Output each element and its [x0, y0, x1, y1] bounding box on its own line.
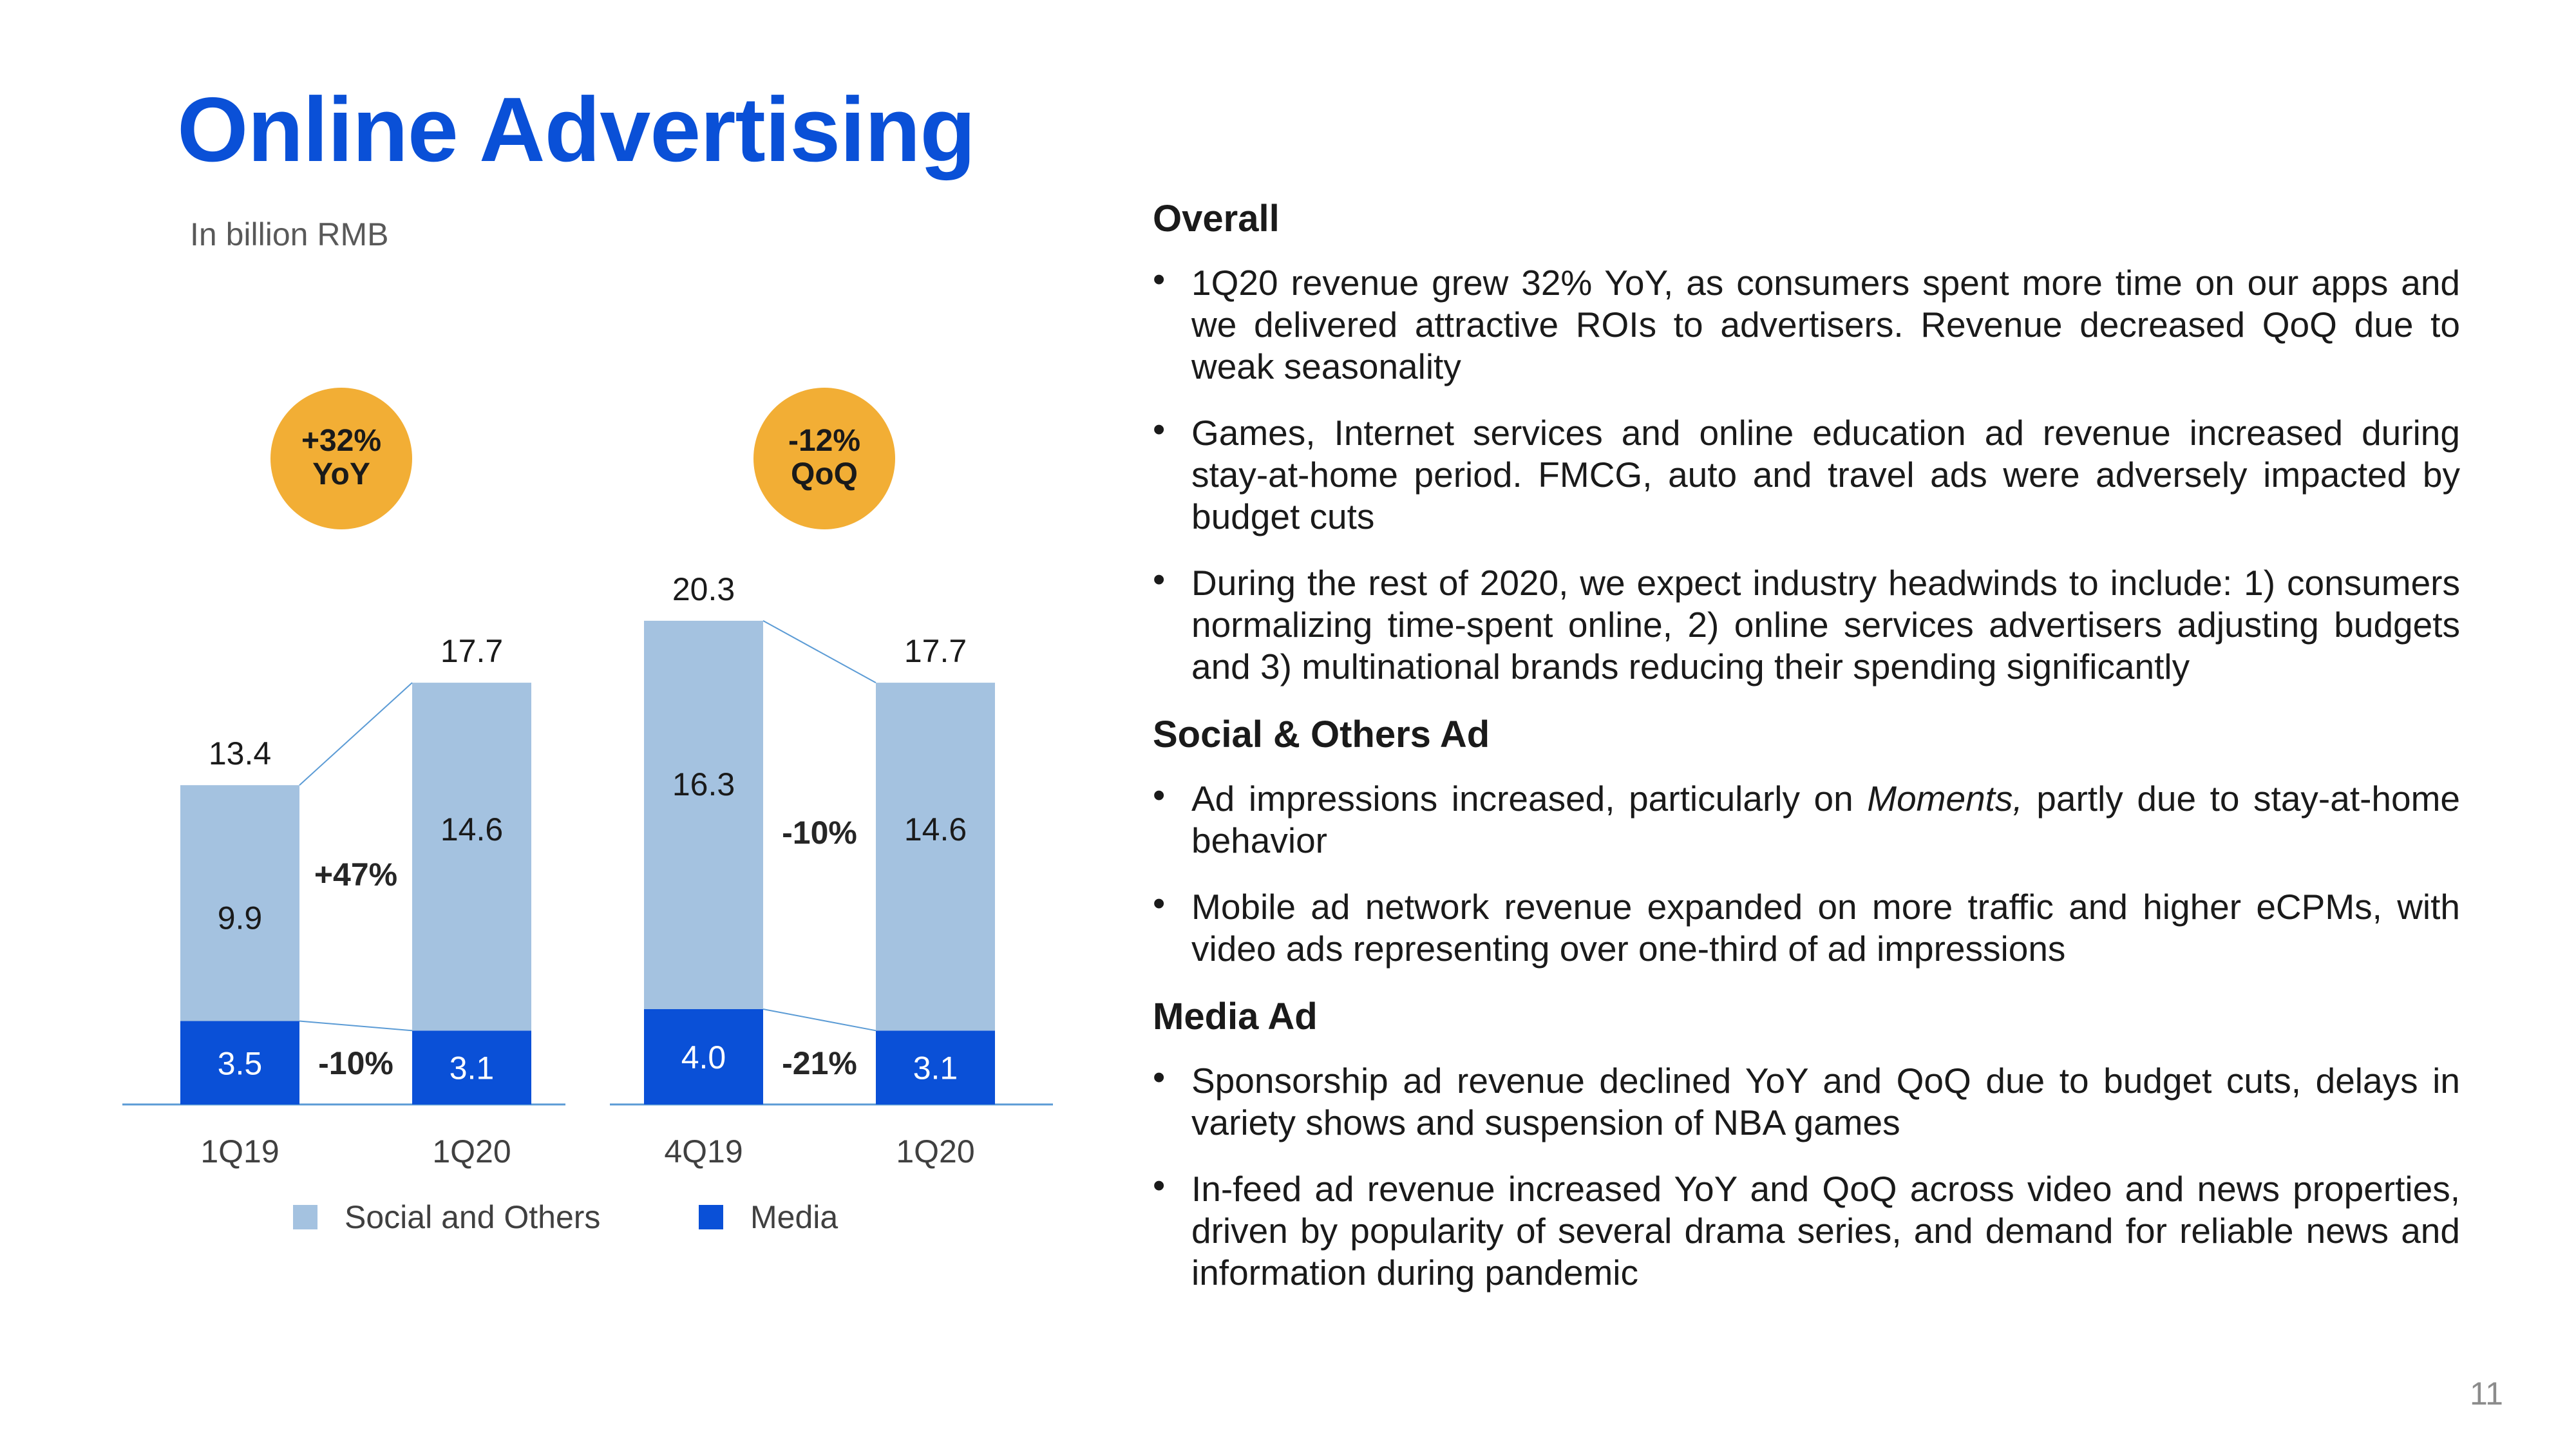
section-heading: Overall [1153, 198, 1280, 240]
bullet-text: Sponsorship ad revenue declined YoY and … [1191, 1061, 2460, 1142]
data-label-media: 4.0 [681, 1039, 726, 1075]
bullet-text: Moments, [1867, 779, 2023, 819]
growth-badge-value: +32% [301, 424, 381, 458]
growth-badge-value: -12% [788, 424, 860, 458]
commentary-section: Overall • 1Q20 revenue grew 32% YoY, as co… [1153, 196, 2460, 688]
tick-label: 1Q20 [896, 1133, 974, 1170]
tick-label: 4Q19 [664, 1133, 743, 1170]
bullet-text: partly due to stay-at-home behavior [1191, 779, 2460, 860]
bullet-item: • In-feed ad revenue increased YoY and Qo… [1153, 1165, 2460, 1294]
bullet-item: • Sponsorship ad revenue declined YoY and… [1153, 1057, 2460, 1144]
bar-media [644, 1009, 763, 1104]
legend-item-social: Social and Others [293, 1195, 600, 1240]
bullet-item: • Mobile ad network revenue expanded on m… [1153, 883, 2460, 970]
chart-area: 3.5 9.9 13.4 1Q19 3.1 14.6 17.7 1Q20 +47% -10% +32… [122, 388, 1053, 1170]
commentary-panel: Overall • 1Q20 revenue grew 32% YoY, as co… [1153, 196, 2460, 1318]
slide-number: 11 [2470, 1376, 2503, 1412]
bullet-item: • Games, Internet services and online edu… [1153, 409, 2460, 538]
growth-badge-label: QoQ [791, 457, 858, 491]
legend-swatch-social [293, 1205, 317, 1229]
growth-badge [270, 388, 412, 529]
annotation-social-growth: -10% [782, 815, 857, 851]
data-label-media: 3.1 [450, 1050, 495, 1086]
bullet-dot-icon: • [1153, 775, 1166, 815]
commentary-section: Media Ad • Sponsorship ad revenue declined… [1153, 994, 2460, 1294]
legend-swatch-media [699, 1205, 723, 1229]
section-heading: Media Ad [1153, 996, 1318, 1037]
legend-label-social: Social and Others [345, 1199, 601, 1235]
bullet-dot-icon: • [1153, 1165, 1166, 1205]
connector-line-total [762, 620, 876, 683]
connector-line-total [299, 682, 413, 786]
bar-media [876, 1030, 995, 1104]
connector-line-media [299, 1020, 413, 1032]
bullet-item: • 1Q20 revenue grew 32% YoY, as consumers… [1153, 259, 2460, 388]
bar-social [180, 785, 299, 1021]
bullet-item: • During the rest of 2020, we expect indu… [1153, 559, 2460, 688]
annotation-social-growth: +47% [314, 857, 397, 893]
tick-label: 1Q20 [432, 1133, 511, 1170]
growth-badge-label: YoY [312, 457, 370, 491]
bar-media [180, 1021, 299, 1104]
data-label-total: 17.7 [440, 633, 503, 669]
bullet-text: 1Q20 revenue grew 32% YoY, as consumers … [1191, 263, 2460, 386]
bar-media [412, 1030, 531, 1104]
page-title: Online Advertising [177, 79, 976, 181]
tick-label: 1Q19 [200, 1133, 279, 1170]
bullet-text: In-feed ad revenue increased YoY and QoQ… [1191, 1169, 2460, 1293]
unit-label: In billion RMB [190, 216, 389, 252]
legend-label-media: Media [750, 1199, 838, 1235]
annotation-media-growth: -10% [318, 1045, 393, 1081]
bullet-text: Mobile ad network revenue expanded on mo… [1191, 887, 2460, 969]
section-heading: Social & Others Ad [1153, 714, 1490, 755]
bullet-text: During the rest of 2020, we expect indus… [1191, 563, 2460, 687]
bullet-dot-icon: • [1153, 1057, 1166, 1097]
bullet-dot-icon: • [1153, 883, 1166, 923]
data-label-total: 20.3 [672, 571, 735, 607]
bullet-text: Games, Internet services and online educ… [1191, 413, 2460, 536]
bullet-item: • Ad impressions increased, particularly … [1153, 775, 2460, 862]
bar-social [644, 620, 763, 1009]
bullet-dot-icon: • [1153, 259, 1166, 299]
annotation-media-growth: -21% [782, 1045, 857, 1081]
legend-item-media: Media [699, 1195, 838, 1240]
data-label-total: 13.4 [209, 735, 271, 772]
data-label-media: 3.5 [218, 1045, 263, 1081]
bullet-dot-icon: • [1153, 409, 1166, 449]
bar-social [412, 683, 531, 1031]
commentary-section: Social & Others Ad • Ad impressions increa… [1153, 712, 2460, 970]
growth-badge [753, 388, 895, 529]
connector-line-media [762, 1009, 876, 1032]
data-label-social: 14.6 [440, 811, 503, 848]
data-label-total: 17.7 [904, 633, 967, 669]
data-label-social: 14.6 [904, 811, 967, 848]
data-label-social: 16.3 [672, 766, 735, 802]
data-label-social: 9.9 [218, 900, 263, 936]
bullet-dot-icon: • [1153, 559, 1166, 599]
bar-social [876, 683, 995, 1031]
bullet-text: Ad impressions increased, particularly o… [1191, 779, 1868, 819]
data-label-media: 3.1 [913, 1050, 958, 1086]
